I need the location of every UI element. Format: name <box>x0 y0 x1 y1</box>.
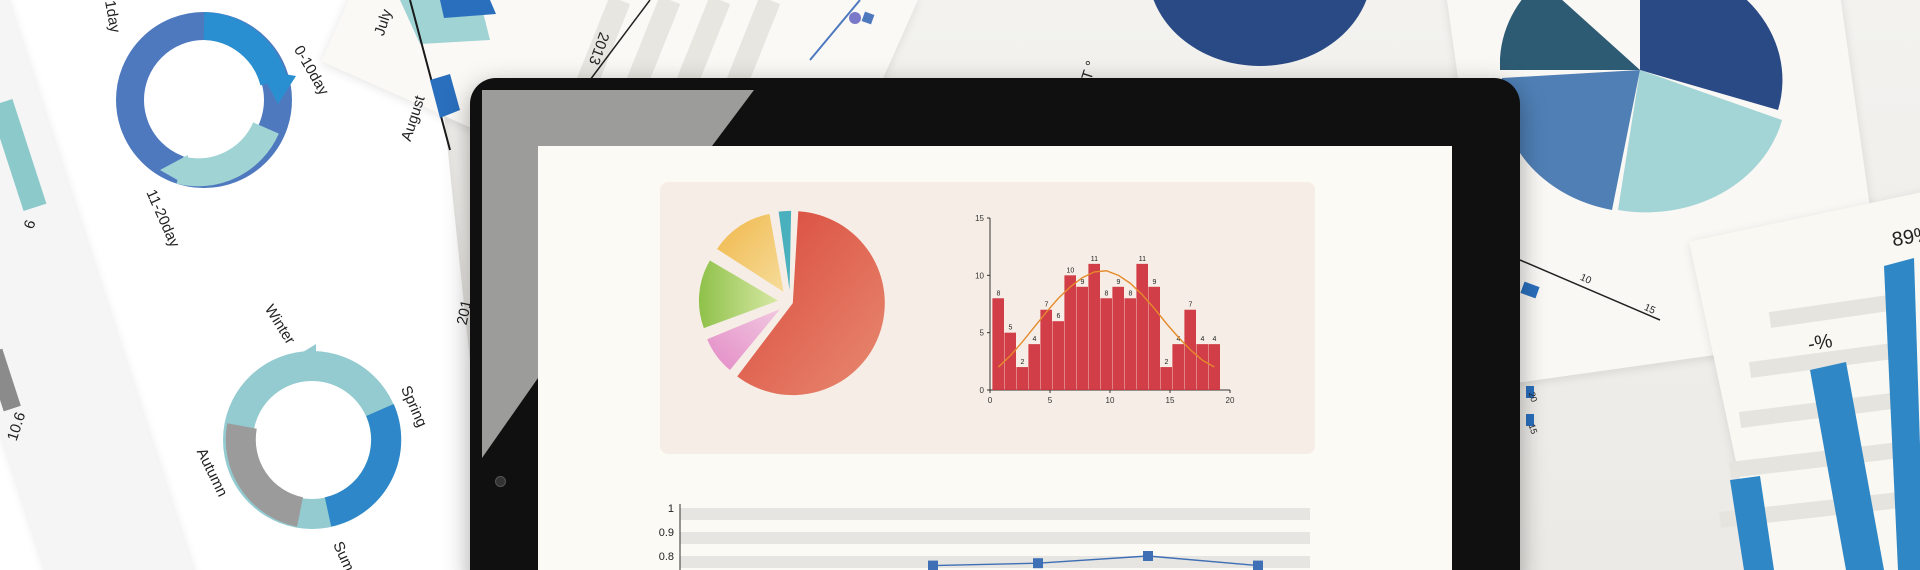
histogram-value-label: 4 <box>1176 336 1180 343</box>
line-point <box>928 560 938 570</box>
pie-slice-0 <box>737 211 885 396</box>
histogram-bar <box>1052 321 1064 390</box>
histogram-value-label: 8 <box>1104 290 1108 297</box>
line-point <box>1033 558 1043 569</box>
y-tick-label: 0 <box>980 386 985 395</box>
histogram-bar <box>992 298 1004 390</box>
histogram-value-label: 11 <box>1139 256 1146 263</box>
histogram-value-label: 7 <box>1188 302 1192 309</box>
tablet-screen: 0 5 10 15 0 5 10 15 20 8 5 2 4 7 6 10 9 11 8 9 8 11 9 2 4 7 4 4 1 0.… <box>538 146 1452 570</box>
histogram-bar <box>1100 298 1112 390</box>
histogram-value-label: 6 <box>1056 313 1060 320</box>
histogram-chart: 0 5 10 15 0 5 10 15 20 8 5 2 4 7 6 10 9 11 8 9 8 11 9 2 4 7 4 4 <box>975 214 1235 405</box>
pie-slice-3 <box>717 214 784 292</box>
histogram-value-label: 8 <box>1128 290 1132 297</box>
histogram-bar <box>1004 332 1016 390</box>
histogram-value-label: 4 <box>1212 336 1216 343</box>
histogram-bar <box>1196 344 1208 390</box>
y-tick-label: 0.9 <box>659 527 674 539</box>
chart-panel: 0 5 10 15 0 5 10 15 20 8 5 2 4 7 6 10 9 11 8 9 8 11 9 2 4 7 4 4 <box>660 182 1315 454</box>
right-small-markers <box>1526 386 1534 426</box>
y-tick-label: 15 <box>975 214 984 223</box>
histogram-value-label: 2 <box>1164 359 1168 366</box>
cycle-arrows-top <box>116 12 296 188</box>
histogram-bar <box>1040 309 1052 390</box>
histogram-bar <box>1112 286 1124 390</box>
tablet: 0 5 10 15 0 5 10 15 20 8 5 2 4 7 6 10 9 11 8 9 8 11 9 2 4 7 4 4 1 0.… <box>470 78 1520 570</box>
y-tick-label: 10 <box>975 271 984 280</box>
x-tick-label: 0 <box>988 396 993 405</box>
histogram-value-label: 8 <box>996 290 1000 297</box>
histogram-value-label: 4 <box>1032 336 1036 343</box>
x-tick-label: 15 <box>1166 396 1175 405</box>
line-chart: 1 0.9 0.8 <box>659 503 1310 570</box>
right-pie <box>1500 0 1783 213</box>
line-series <box>932 555 1259 567</box>
histogram-value-label: 10 <box>1067 267 1075 274</box>
histogram-bar <box>1160 367 1172 390</box>
histogram-bar <box>1064 275 1076 390</box>
histogram-value-label: 11 <box>1091 256 1098 263</box>
right-axis-lines <box>1519 259 1661 321</box>
x-tick-label: 5 <box>1048 396 1053 405</box>
histogram-bar <box>1016 367 1028 390</box>
x-tick-label: 10 <box>1106 396 1115 405</box>
histogram-bar <box>1148 286 1160 390</box>
pie-slice-4 <box>778 210 792 291</box>
grid-band <box>680 508 1310 520</box>
histogram-bar <box>1028 344 1040 390</box>
histogram-bar <box>1088 263 1100 390</box>
right-label-pct: -% <box>1806 330 1835 356</box>
histogram-value-label: 4 <box>1200 336 1204 343</box>
histogram-bar <box>1172 344 1184 390</box>
x-tick-label: 20 <box>1226 396 1235 405</box>
histogram-bar <box>1124 298 1136 390</box>
line-point <box>1143 551 1153 561</box>
cycle-arrows-bottom <box>223 344 402 529</box>
camera-dot <box>495 476 506 487</box>
histogram-bar <box>1076 286 1088 390</box>
histogram-value-label: 9 <box>1152 279 1156 286</box>
histogram-bar <box>1136 263 1148 390</box>
pie-slice-2 <box>698 260 779 329</box>
pie-slice-1 <box>707 308 781 371</box>
histogram-value-label: 9 <box>1080 279 1084 286</box>
histogram-value-label: 7 <box>1044 302 1048 309</box>
y-tick-label: 0.8 <box>659 551 674 563</box>
grid-band <box>680 532 1310 544</box>
pie-chart <box>698 210 885 396</box>
top-right-navy-pie <box>1153 0 1367 66</box>
histogram-curve <box>997 270 1215 368</box>
histogram-value-label: 2 <box>1020 359 1024 366</box>
line-point <box>1253 560 1263 570</box>
y-tick-label: 1 <box>668 503 674 515</box>
histogram-value-label: 5 <box>1008 325 1012 332</box>
right-bar-chart <box>1719 258 1920 570</box>
histogram-value-label: 9 <box>1116 279 1120 286</box>
y-tick-label: 5 <box>980 329 985 338</box>
